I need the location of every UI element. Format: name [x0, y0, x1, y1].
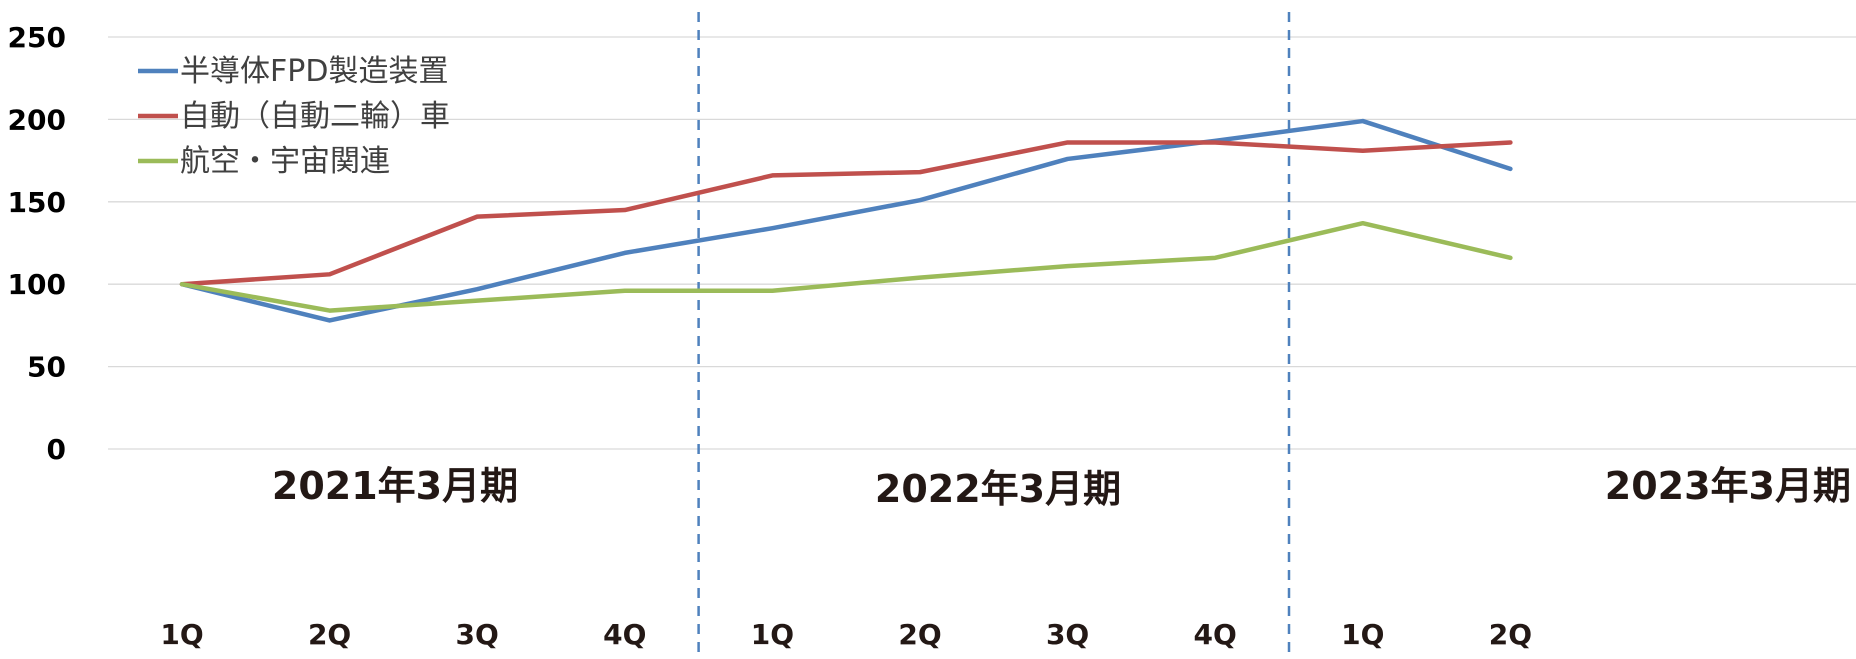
y-tick-label: 100: [8, 268, 66, 301]
y-tick-label: 0: [47, 433, 66, 466]
x-tick-label: 2Q: [1489, 618, 1532, 651]
period-label: 2022年3月期: [875, 467, 1121, 511]
x-tick-label: 1Q: [1341, 618, 1384, 651]
x-axis-ticks: 1Q 2Q 3Q 4Q 1Q 2Q 3Q 4Q 1Q 2Q: [160, 618, 1532, 651]
series-line-1: [179, 140, 1513, 287]
x-tick-label: 4Q: [603, 618, 646, 651]
y-tick-label: 50: [27, 351, 66, 384]
period-labels: 2021年3月期 2022年3月期 2023年3月期: [272, 464, 1851, 511]
x-tick-label: 3Q: [456, 618, 499, 651]
legend-label: 自動（自動二輪）車: [180, 99, 450, 134]
y-axis-ticks: 0 50 100 150 200 250: [8, 21, 66, 466]
x-tick-label: 3Q: [1046, 618, 1089, 651]
period-label: 2021年3月期: [272, 464, 518, 508]
x-tick-label: 1Q: [751, 618, 794, 651]
y-tick-label: 250: [8, 21, 66, 54]
x-tick-label: 4Q: [1194, 618, 1237, 651]
x-tick-label: 1Q: [160, 618, 203, 651]
x-tick-label: 2Q: [308, 618, 351, 651]
series-line-2: [179, 220, 1513, 313]
x-tick-label: 2Q: [898, 618, 941, 651]
y-tick-label: 200: [8, 103, 66, 136]
legend-label: 航空・宇宙関連: [180, 144, 390, 179]
series-lines: [179, 118, 1513, 323]
period-separators: [697, 12, 1291, 659]
period-label: 2023年3月期: [1605, 464, 1851, 508]
grid-lines: [108, 36, 1856, 450]
y-tick-label: 150: [8, 186, 66, 219]
legend-label: 半導体FPD製造装置: [180, 54, 448, 89]
